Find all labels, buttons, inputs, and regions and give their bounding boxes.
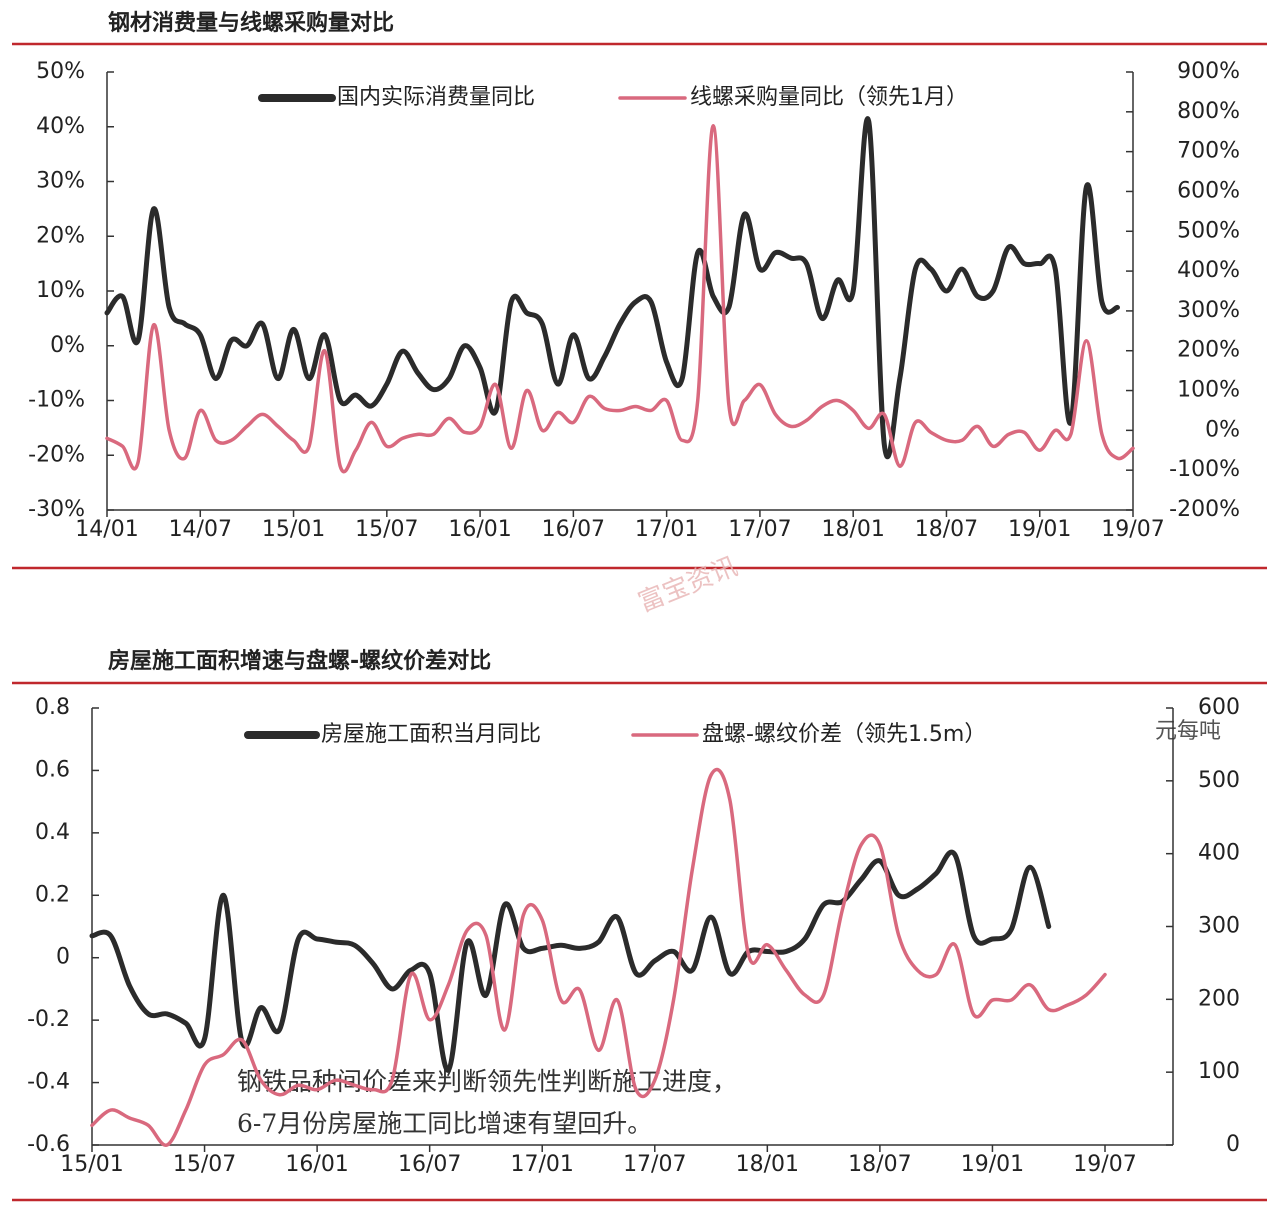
y2-tick-label: 400% bbox=[1177, 258, 1240, 283]
y-tick-label: -0.4 bbox=[27, 1070, 70, 1095]
x-tick-label: 18/07 bbox=[915, 517, 978, 542]
legend-label: 房屋施工面积当月同比 bbox=[321, 722, 541, 747]
y-tick-label: 20% bbox=[36, 223, 85, 248]
y2-tick-label: 500% bbox=[1177, 218, 1240, 243]
y-tick-label: -20% bbox=[28, 442, 85, 467]
annotation: 6-7月份房屋施工同比增速有望回升。 bbox=[237, 1109, 652, 1138]
y-tick-label: 0% bbox=[50, 333, 85, 358]
x-tick-label: 18/01 bbox=[736, 1152, 799, 1177]
x-tick-label: 15/01 bbox=[60, 1152, 123, 1177]
x-tick-label: 17/01 bbox=[511, 1152, 574, 1177]
x-tick-label: 16/01 bbox=[285, 1152, 348, 1177]
y2-tick-label: -200% bbox=[1169, 497, 1240, 522]
x-tick-label: 18/01 bbox=[821, 517, 884, 542]
y2-tick-label: 200 bbox=[1198, 986, 1240, 1011]
y-tick-label: 0.2 bbox=[35, 882, 70, 907]
y2-tick-label: 900% bbox=[1177, 59, 1240, 84]
y-tick-label: -10% bbox=[28, 388, 85, 413]
y-tick-label: 0 bbox=[56, 945, 70, 970]
series-line bbox=[89, 849, 1052, 1073]
y-tick-label: 0.6 bbox=[35, 757, 70, 782]
legend-label: 盘螺-螺纹价差（领先1.5m） bbox=[702, 722, 986, 747]
x-tick-label: 15/07 bbox=[355, 517, 418, 542]
watermark: 富宝资讯 bbox=[634, 552, 742, 619]
y-tick-label: 0.8 bbox=[35, 695, 70, 720]
chart-title: 钢材消费量与线螺采购量对比 bbox=[108, 10, 394, 36]
y2-tick-label: 300 bbox=[1198, 914, 1240, 939]
x-tick-label: 16/07 bbox=[398, 1152, 461, 1177]
x-tick-label: 16/07 bbox=[542, 517, 605, 542]
y2-tick-label: 100 bbox=[1198, 1059, 1240, 1084]
y-tick-label: 40% bbox=[36, 114, 85, 139]
x-tick-label: 15/01 bbox=[262, 517, 325, 542]
series-line bbox=[104, 116, 1120, 460]
series-line bbox=[90, 767, 1107, 1147]
y-tick-label: 50% bbox=[36, 59, 85, 84]
x-tick-label: 16/01 bbox=[448, 517, 511, 542]
y2-tick-label: 700% bbox=[1177, 139, 1240, 164]
x-tick-label: 17/01 bbox=[635, 517, 698, 542]
y2-tick-label: 100% bbox=[1177, 378, 1240, 403]
series-line bbox=[105, 124, 1135, 474]
y2-tick-label: 800% bbox=[1177, 99, 1240, 124]
x-tick-label: 19/07 bbox=[1101, 517, 1164, 542]
y-tick-label: -0.2 bbox=[27, 1007, 70, 1032]
x-tick-label: 18/07 bbox=[848, 1152, 911, 1177]
legend-label: 线螺采购量同比（领先1月） bbox=[690, 85, 968, 110]
y2-tick-label: 0 bbox=[1226, 1132, 1240, 1157]
y2-tick-label: 0% bbox=[1205, 417, 1240, 442]
y-tick-label: -30% bbox=[28, 497, 85, 522]
chart-title: 房屋施工面积增速与盘螺-螺纹价差对比 bbox=[108, 648, 491, 674]
y2-tick-label: 600 bbox=[1198, 695, 1240, 720]
x-tick-label: 14/07 bbox=[169, 517, 232, 542]
x-tick-label: 19/07 bbox=[1073, 1152, 1136, 1177]
y-tick-label: -0.6 bbox=[27, 1132, 70, 1157]
y2-tick-label: 200% bbox=[1177, 338, 1240, 363]
x-tick-label: 19/01 bbox=[1008, 517, 1071, 542]
y2-tick-label: 600% bbox=[1177, 178, 1240, 203]
x-tick-label: 19/01 bbox=[961, 1152, 1024, 1177]
x-tick-label: 17/07 bbox=[728, 517, 791, 542]
annotation: 钢铁品种间价差来判断领先性判断施工进度， bbox=[237, 1067, 737, 1096]
y2-axis-label: 元每吨 bbox=[1155, 719, 1221, 744]
y2-tick-label: 500 bbox=[1198, 768, 1240, 793]
y2-tick-label: 300% bbox=[1177, 298, 1240, 323]
y2-tick-label: -100% bbox=[1169, 457, 1240, 482]
legend-label: 国内实际消费量同比 bbox=[337, 85, 535, 110]
y-tick-label: 30% bbox=[36, 169, 85, 194]
y2-tick-label: 400 bbox=[1198, 841, 1240, 866]
x-tick-label: 17/07 bbox=[623, 1152, 686, 1177]
x-tick-label: 15/07 bbox=[173, 1152, 236, 1177]
x-tick-label: 14/01 bbox=[75, 517, 138, 542]
y-tick-label: 10% bbox=[36, 278, 85, 303]
y-tick-label: 0.4 bbox=[35, 820, 70, 845]
